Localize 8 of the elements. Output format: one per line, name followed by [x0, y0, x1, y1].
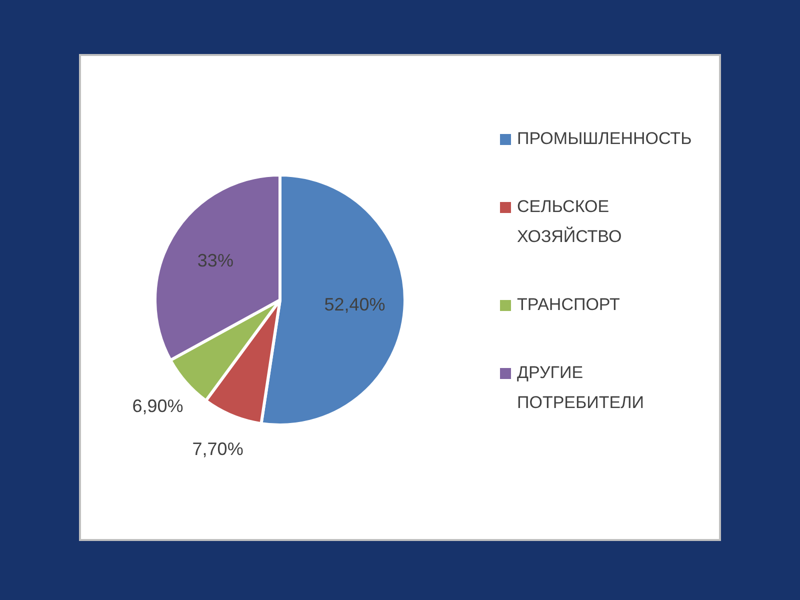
legend-label: ДРУГИЕ ПОТРЕБИТЕЛИ [517, 363, 644, 412]
legend-label: ТРАНСПОРТ [517, 295, 620, 314]
data-label: 7,70% [192, 438, 244, 459]
legend-label: ПРОМЫШЛЕННОСТЬ [517, 129, 692, 148]
data-label: 6,90% [132, 396, 184, 416]
data-label: 52,40% [324, 294, 386, 314]
data-label: 33% [197, 250, 234, 271]
legend-label: СЕЛЬСКОЕ ХОЗЯЙСТВО [517, 197, 622, 246]
